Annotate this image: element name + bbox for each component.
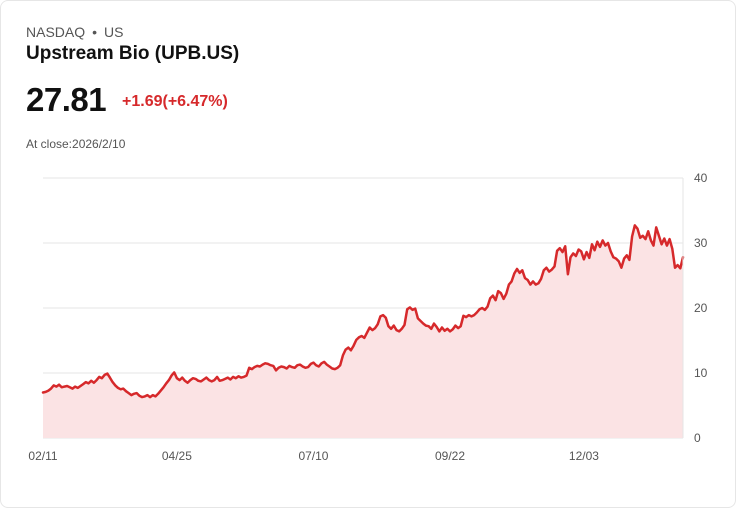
y-tick-label: 40: [694, 171, 708, 185]
y-tick-label: 20: [694, 301, 708, 315]
y-tick-label: 0: [694, 431, 701, 445]
region-label: US: [104, 24, 124, 40]
y-tick-label: 30: [694, 236, 708, 250]
x-tick-label: 02/11: [28, 449, 57, 463]
price-area-fill: [43, 225, 683, 438]
exchange-name: NASDAQ: [26, 24, 86, 40]
y-tick-labels: 0 10 20 30 40: [694, 171, 708, 445]
price-line[interactable]: [41, 224, 685, 399]
x-tick-label: 04/25: [162, 449, 192, 463]
x-tick-label: 12/03: [569, 449, 599, 463]
exchange-line: NASDAQ • US: [26, 24, 123, 40]
separator-dot: •: [92, 24, 98, 40]
y-tick-label: 10: [694, 366, 708, 380]
x-tick-labels: 02/11 04/25 07/10 09/22 12/03: [28, 449, 599, 463]
x-tick-label: 07/10: [298, 449, 328, 463]
close-date: At close:2026/2/10: [26, 137, 126, 151]
stock-title: Upstream Bio (UPB.US): [26, 43, 240, 64]
x-tick-label: 09/22: [435, 449, 465, 463]
last-price: 27.81: [26, 81, 107, 118]
price-change: +1.69(+6.47%): [122, 93, 228, 110]
